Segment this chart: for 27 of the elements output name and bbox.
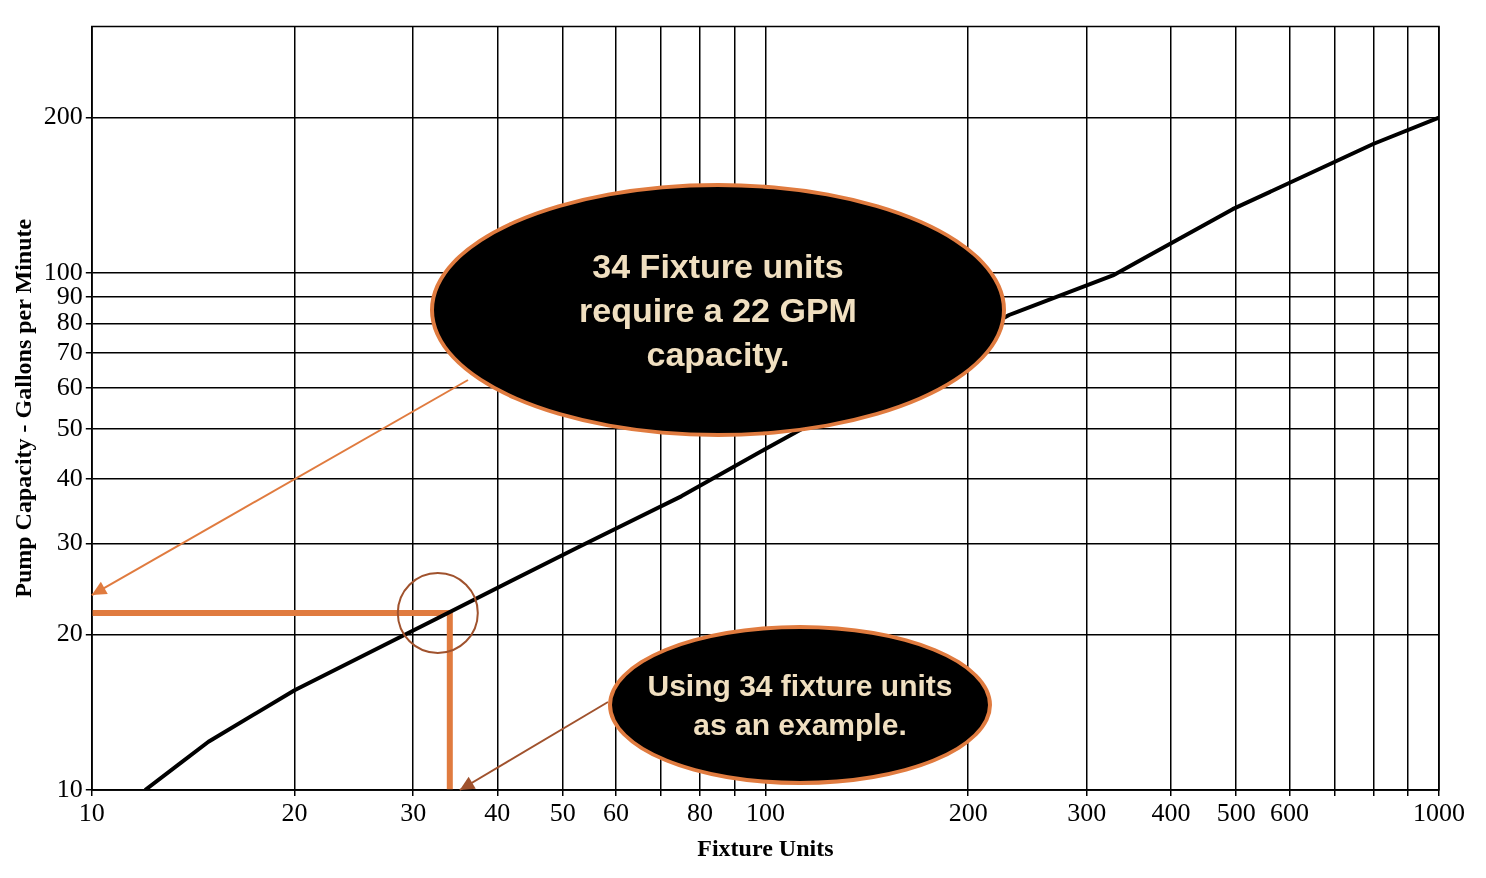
x-tick-label: 1000 xyxy=(1413,798,1465,828)
y-tick-label: 80 xyxy=(56,307,83,337)
x-tick-label: 600 xyxy=(1270,798,1310,828)
y-axis-title: Pump Capacity - Gallons per Minute xyxy=(9,218,36,598)
x-tick-label: 80 xyxy=(687,798,714,828)
x-tick-label: 40 xyxy=(484,798,511,828)
x-tick-label: 30 xyxy=(400,798,427,828)
y-tick-label: 40 xyxy=(56,462,83,492)
y-tick-label: 20 xyxy=(56,618,83,648)
x-tick-label: 60 xyxy=(602,798,629,828)
annotation: Using 34 fixture units as an example. xyxy=(646,668,954,743)
callout-bubble: Using 34 fixture units as an example. xyxy=(608,625,992,785)
y-tick-label: 70 xyxy=(56,337,83,367)
callout-bubble: 34 Fixture units require a 22 GPM capacity. xyxy=(430,183,1006,437)
x-tick-label: 100 xyxy=(745,798,785,828)
x-tick-label: 300 xyxy=(1067,798,1107,828)
x-tick-label: 20 xyxy=(281,798,308,828)
y-tick-label: 200 xyxy=(43,101,83,131)
y-tick-label: 30 xyxy=(56,527,83,557)
x-axis-title: Fixture Units xyxy=(697,834,834,861)
y-tick-label: 60 xyxy=(56,371,83,401)
x-tick-label: 400 xyxy=(1151,798,1191,828)
y-tick-label: 50 xyxy=(56,412,83,442)
annotation: 34 Fixture units require a 22 GPM capacity. xyxy=(578,245,858,376)
x-tick-label: 200 xyxy=(948,798,988,828)
x-tick-label: 50 xyxy=(549,798,576,828)
x-tick-label: 500 xyxy=(1216,798,1256,828)
